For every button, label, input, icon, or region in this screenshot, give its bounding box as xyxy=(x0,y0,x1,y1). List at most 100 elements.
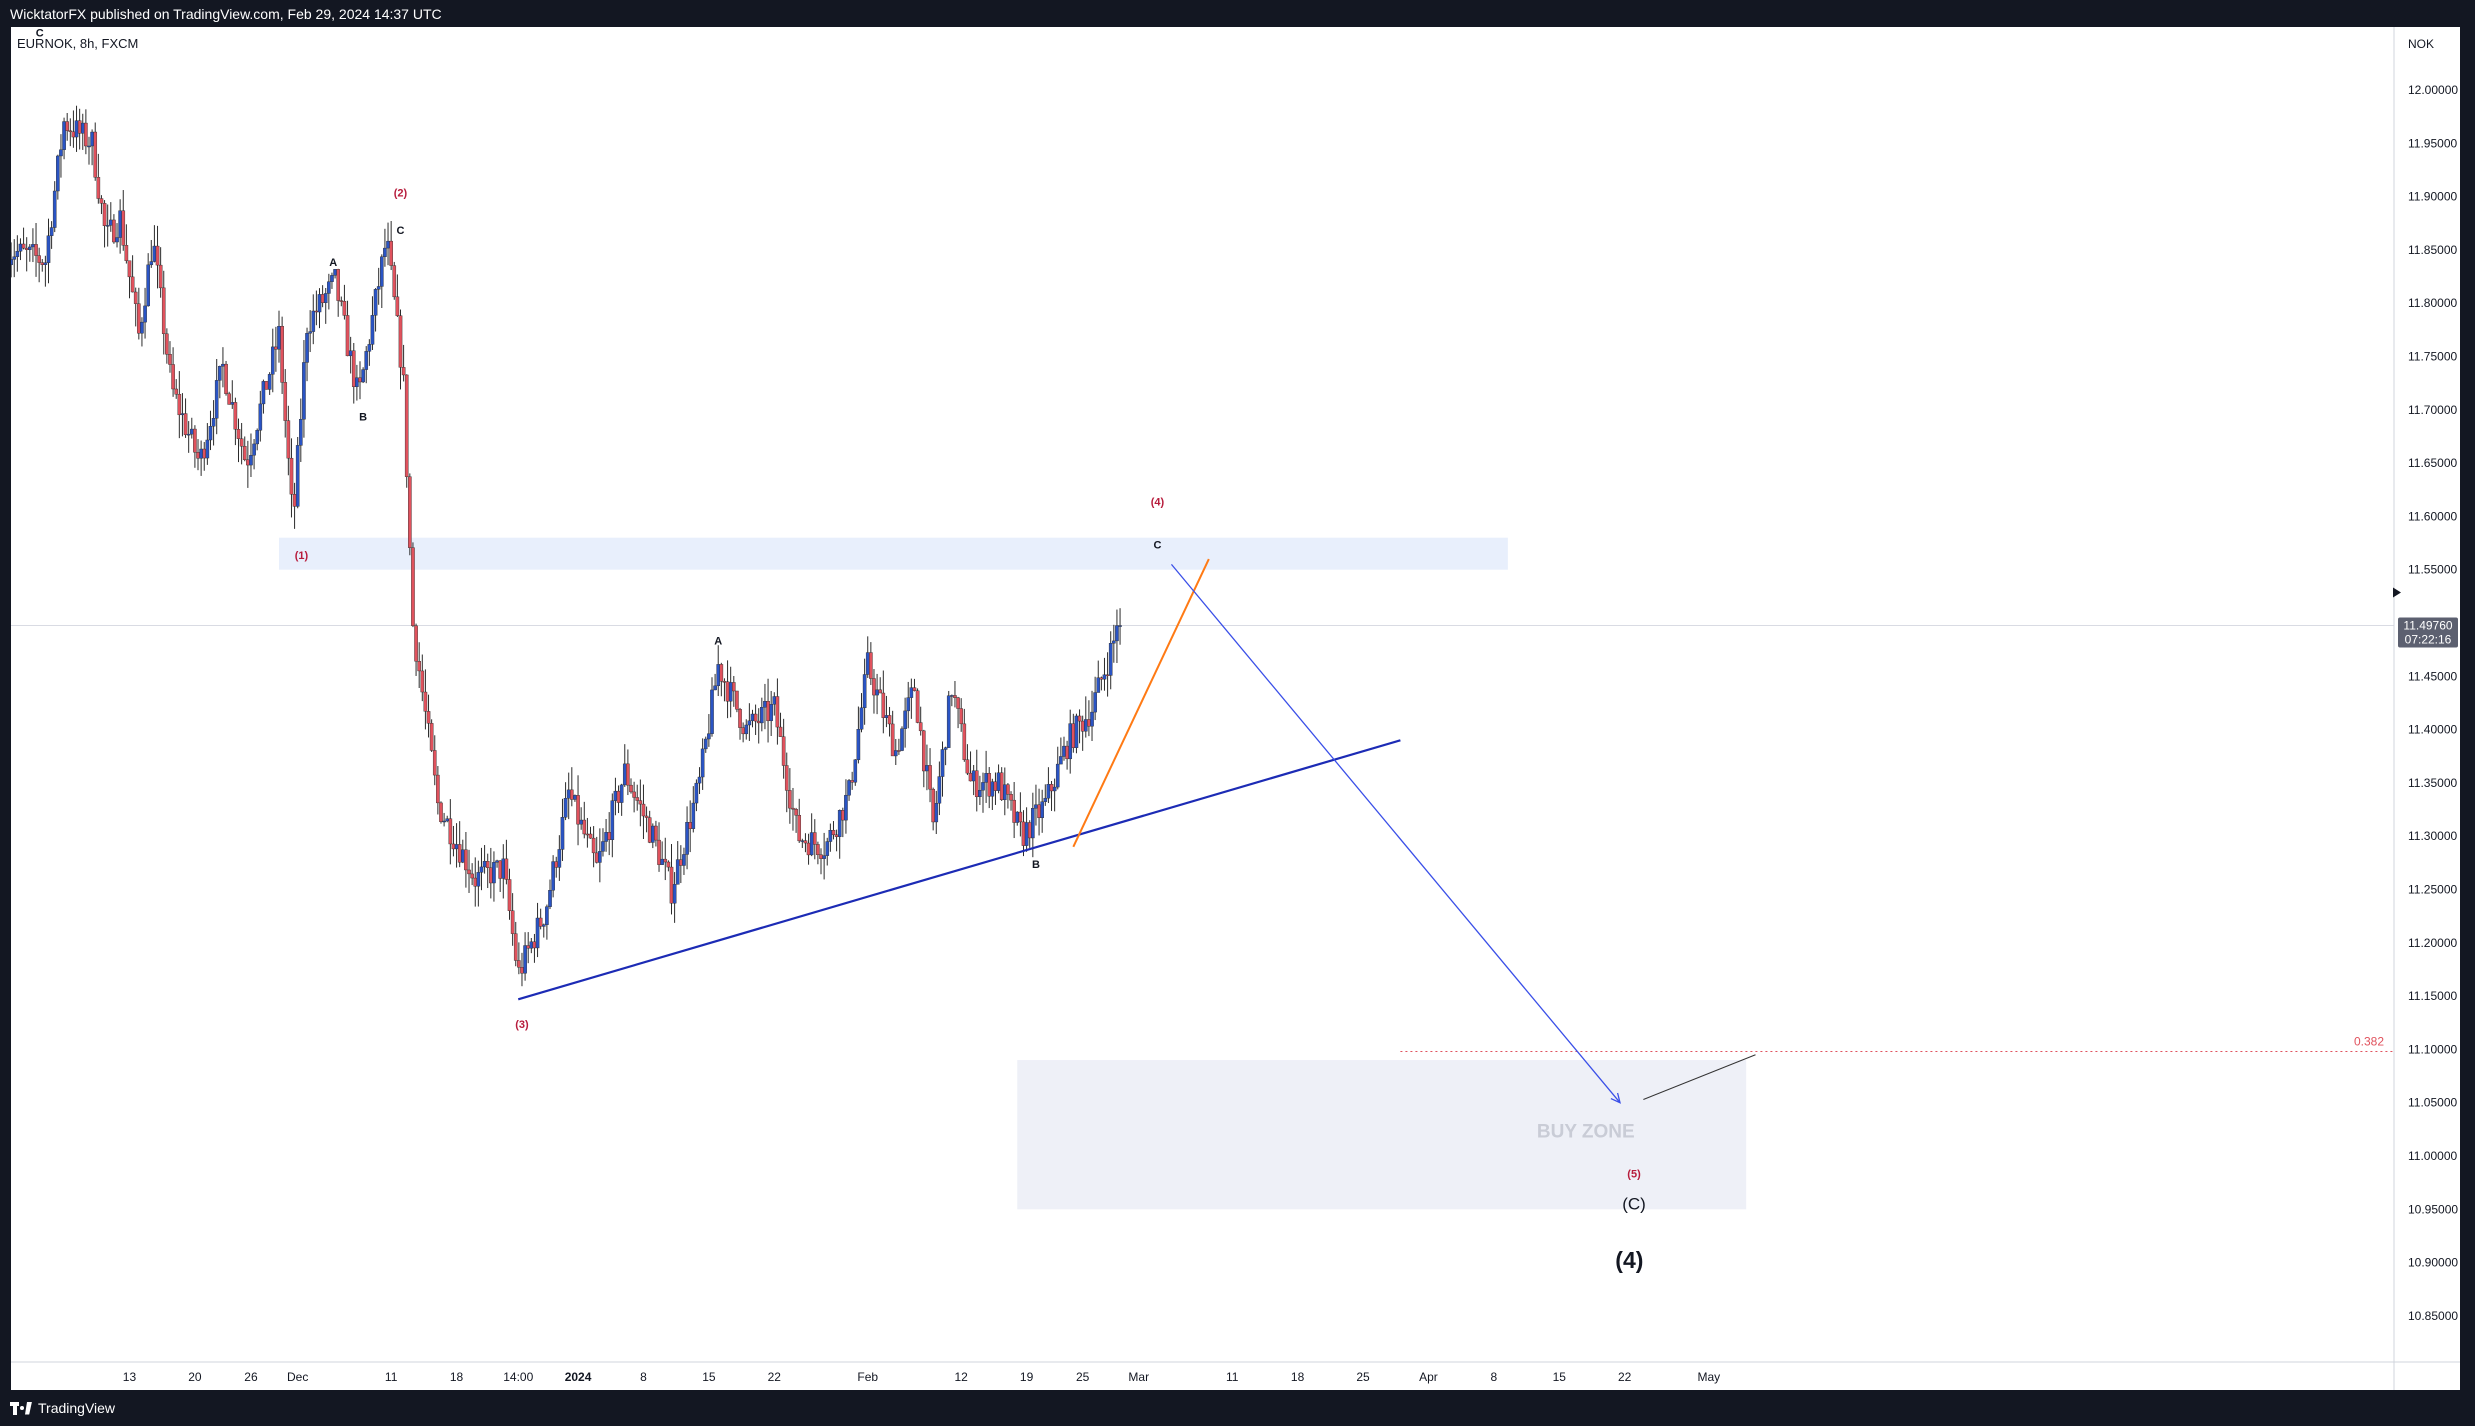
candle xyxy=(594,836,599,864)
candle-body xyxy=(918,722,923,732)
candle-body xyxy=(218,366,222,381)
candle xyxy=(915,688,920,724)
candle-body xyxy=(292,494,297,507)
candle xyxy=(897,738,901,755)
candle-body xyxy=(392,265,397,298)
tradingview-logo[interactable]: TradingView xyxy=(10,1400,115,1416)
candle-body xyxy=(679,859,683,866)
price-tick-label: 11.20000 xyxy=(2408,936,2457,950)
candle xyxy=(1046,767,1051,804)
price-chart[interactable]: BUY ZONE 0.382 C (2) C A B (1) (3) A (4) C B (5) (C)… xyxy=(6,27,2460,1390)
candle xyxy=(545,904,549,940)
candle xyxy=(49,221,54,249)
candle xyxy=(261,379,266,414)
candle-body xyxy=(358,377,362,383)
candle-body xyxy=(501,858,506,879)
candle xyxy=(1099,676,1104,691)
candle-body xyxy=(1102,674,1107,680)
candle-body xyxy=(660,858,664,865)
candle xyxy=(828,823,833,852)
candle xyxy=(1055,746,1060,790)
candle xyxy=(1031,792,1035,858)
candle xyxy=(563,782,568,821)
candle xyxy=(691,786,696,833)
candle xyxy=(236,418,241,463)
publisher-bar: WicktatorFX published on TradingView.com… xyxy=(0,0,2475,27)
candle-body xyxy=(629,784,633,793)
candle-body xyxy=(383,247,387,257)
candle xyxy=(959,698,963,732)
time-tick-label: 15 xyxy=(702,1370,716,1384)
candle-body xyxy=(436,774,440,804)
candle-body xyxy=(467,869,471,875)
candle-body xyxy=(582,819,587,835)
candle-body xyxy=(847,780,851,796)
candle-body xyxy=(504,858,509,880)
candle-body xyxy=(990,781,995,797)
candle-body xyxy=(517,960,521,968)
candle-body xyxy=(800,840,805,842)
candle-body xyxy=(1024,822,1029,846)
symbol-label: EURNOK, 8h, FXCM xyxy=(17,36,138,51)
candle-body xyxy=(710,689,714,734)
candle-body xyxy=(601,841,605,852)
candle xyxy=(529,937,534,954)
candle-body xyxy=(492,862,496,884)
chart-frame[interactable]: BUY ZONE 0.382 C (2) C A B (1) (3) A (4) C B (5) (C)… xyxy=(6,27,2460,1390)
price-tick-label: 11.90000 xyxy=(2408,190,2457,204)
candle xyxy=(112,214,116,244)
candle xyxy=(59,134,63,178)
candle xyxy=(249,433,253,477)
candle xyxy=(884,695,889,728)
candle-body xyxy=(819,854,823,859)
candle xyxy=(34,222,38,277)
candle-body xyxy=(545,906,549,925)
candle xyxy=(476,860,481,907)
candle-body xyxy=(152,245,157,262)
candle xyxy=(669,844,674,915)
candle xyxy=(367,339,372,366)
price-marker-icon xyxy=(2393,587,2401,598)
candle-body xyxy=(314,310,319,313)
candle-body xyxy=(897,750,901,752)
candle xyxy=(208,410,213,451)
candle xyxy=(756,708,761,744)
candle xyxy=(140,317,144,347)
candle xyxy=(968,751,973,782)
candle xyxy=(781,718,786,779)
candle-body xyxy=(146,264,150,307)
candle-body xyxy=(691,802,696,829)
candle xyxy=(171,347,175,397)
candle-body xyxy=(784,765,789,791)
candle-body xyxy=(529,941,534,949)
candle xyxy=(1118,608,1122,645)
candle-body xyxy=(946,695,951,748)
candle xyxy=(74,105,79,152)
candle-body xyxy=(1105,674,1110,676)
tradingview-icon xyxy=(10,1401,32,1415)
candle-body xyxy=(778,726,783,737)
candle xyxy=(881,670,886,734)
buy-zone-label: BUY ZONE xyxy=(1537,1122,1635,1143)
candle xyxy=(769,690,773,737)
candle xyxy=(794,807,798,833)
candle-body xyxy=(246,459,250,466)
candle-body xyxy=(274,346,278,350)
wave-label: (2) xyxy=(394,188,408,200)
time-tick-label: Mar xyxy=(1128,1370,1149,1384)
candle xyxy=(102,200,107,248)
candle xyxy=(847,779,851,801)
candle-body xyxy=(772,696,777,705)
candle xyxy=(710,677,714,737)
candle-body xyxy=(417,661,421,672)
candle xyxy=(741,722,745,743)
candle-body xyxy=(535,917,540,949)
candle-body xyxy=(127,260,132,278)
candle xyxy=(230,380,235,409)
candle xyxy=(1003,767,1007,816)
candle-body xyxy=(305,333,309,363)
candle xyxy=(950,694,954,707)
candle-body xyxy=(401,367,406,376)
candle-body xyxy=(202,448,207,459)
candle xyxy=(12,239,17,278)
